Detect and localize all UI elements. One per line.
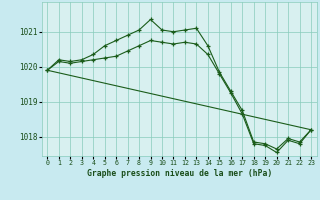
X-axis label: Graphe pression niveau de la mer (hPa): Graphe pression niveau de la mer (hPa)	[87, 169, 272, 178]
